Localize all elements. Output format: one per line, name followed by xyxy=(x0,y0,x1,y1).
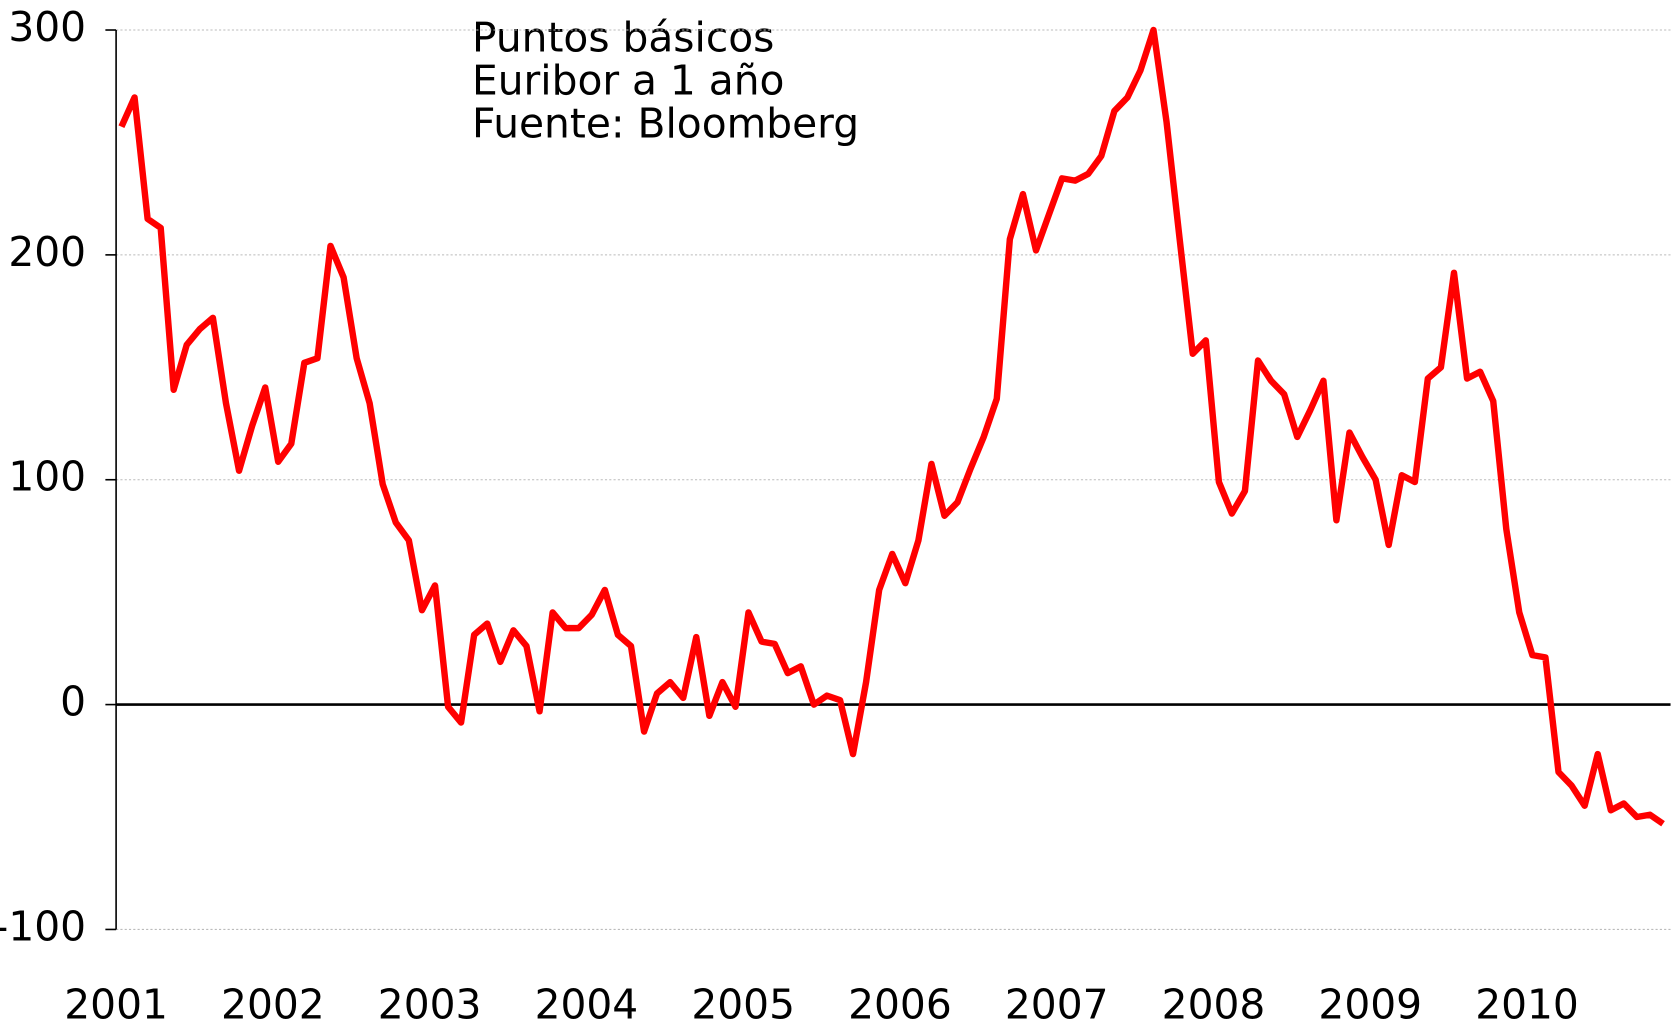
x-tick-label: 2009 xyxy=(1318,981,1422,1027)
x-tick-label: 2001 xyxy=(64,981,168,1027)
x-tick-label: 2004 xyxy=(535,981,639,1027)
y-tick-label: 200 xyxy=(8,228,86,276)
y-tick-label: -100 xyxy=(0,902,86,950)
y-tick-label: 100 xyxy=(8,453,86,501)
y-tick-label: 300 xyxy=(8,3,86,51)
line xyxy=(118,26,1665,827)
x-tick-label: 2006 xyxy=(848,981,952,1027)
x-tick-label: 2005 xyxy=(691,981,795,1027)
x-tick-label: 2007 xyxy=(1005,981,1109,1027)
annotation: Euribor a 1 año xyxy=(472,57,784,105)
y-tick-label: 0 xyxy=(60,678,86,726)
x-tick-label: 2010 xyxy=(1475,981,1579,1027)
x-tick-label: 2008 xyxy=(1162,981,1266,1027)
annotation: Fuente: Bloomberg xyxy=(472,99,859,147)
x-tick-label: 2002 xyxy=(221,981,325,1027)
annotation: Puntos básicos xyxy=(472,14,774,62)
x-tick-label: 2003 xyxy=(378,981,482,1027)
